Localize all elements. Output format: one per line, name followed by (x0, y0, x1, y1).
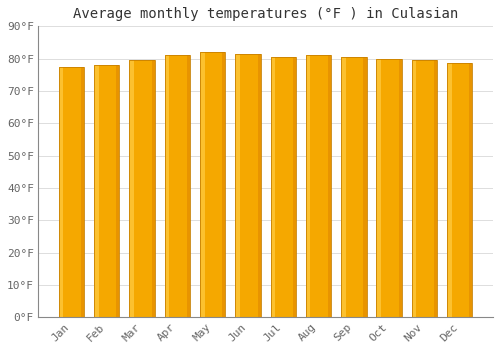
Bar (59, 67, 84, 317)
Bar (130, 60, 155, 317)
Bar (116, 65, 119, 317)
Bar (200, 52, 226, 317)
Bar (364, 57, 366, 317)
Bar (376, 59, 402, 317)
Bar (270, 57, 296, 317)
Bar (306, 55, 331, 317)
Bar (152, 60, 155, 317)
Bar (164, 55, 190, 317)
Bar (376, 59, 402, 317)
Bar (59, 67, 64, 317)
Bar (447, 63, 472, 317)
Bar (376, 59, 381, 317)
Bar (258, 54, 260, 317)
Bar (293, 57, 296, 317)
Bar (398, 59, 402, 317)
Bar (130, 60, 155, 317)
Bar (412, 60, 437, 317)
Bar (470, 63, 472, 317)
Bar (235, 54, 240, 317)
Bar (328, 55, 331, 317)
Bar (222, 52, 226, 317)
Bar (341, 57, 366, 317)
Bar (412, 60, 437, 317)
Bar (200, 52, 226, 317)
Bar (164, 55, 190, 317)
Bar (341, 57, 345, 317)
Bar (94, 65, 120, 317)
Bar (187, 55, 190, 317)
Bar (235, 54, 260, 317)
Bar (447, 63, 472, 317)
Bar (200, 52, 204, 317)
Bar (235, 54, 260, 317)
Bar (164, 55, 169, 317)
Bar (341, 57, 366, 317)
Bar (306, 55, 331, 317)
Bar (270, 57, 275, 317)
Bar (81, 67, 84, 317)
Bar (270, 57, 296, 317)
Bar (412, 60, 416, 317)
Bar (59, 67, 84, 317)
Bar (130, 60, 134, 317)
Title: Average monthly temperatures (°F ) in Culasian: Average monthly temperatures (°F ) in Cu… (73, 7, 458, 21)
Bar (94, 65, 120, 317)
Bar (306, 55, 310, 317)
Bar (434, 60, 437, 317)
Bar (94, 65, 98, 317)
Bar (447, 63, 452, 317)
